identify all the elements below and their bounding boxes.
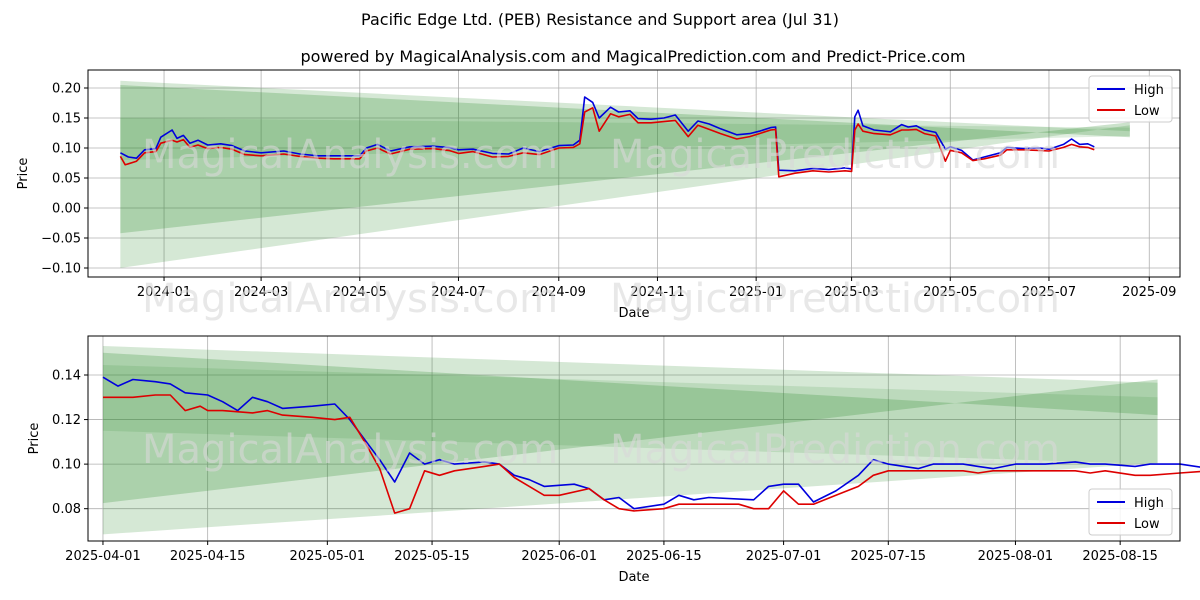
sr-band-1 bbox=[102, 346, 1158, 535]
x-tick-label: 2025-01 bbox=[729, 285, 783, 300]
series-line-low bbox=[103, 394, 1200, 514]
x-tick-label: 2024-09 bbox=[532, 285, 586, 300]
x-tick-label: 2025-07 bbox=[1022, 285, 1076, 300]
sr-band-2 bbox=[120, 85, 1130, 234]
x-tick-label: 2025-07-15 bbox=[851, 549, 927, 564]
x-tick-label: 2025-05-15 bbox=[394, 549, 470, 564]
x-tick-label: 2024-05 bbox=[333, 285, 387, 300]
x-tick-label: 2025-04-01 bbox=[65, 549, 141, 564]
y-tick-label: 0.12 bbox=[52, 413, 81, 428]
chart-title: Pacific Edge Ltd. (PEB) Resistance and S… bbox=[361, 10, 839, 29]
x-tick-label: 2025-04-15 bbox=[170, 549, 246, 564]
series-line-high bbox=[120, 96, 1095, 172]
sr-band-1 bbox=[120, 80, 1130, 268]
x-tick-label: 2025-09 bbox=[1122, 285, 1176, 300]
panel-2: 2025-04-01 2025-04-15 2025-05-01 2025-05-15… bbox=[27, 335, 1200, 585]
watermark-prediction-bottom: MagicalPrediction.com bbox=[610, 427, 1060, 473]
legend: High Low bbox=[1088, 75, 1173, 123]
series-line-low bbox=[119, 107, 1095, 178]
y-tick-label: 0.14 bbox=[52, 368, 81, 383]
y-tick-label: −0.05 bbox=[41, 232, 81, 247]
watermark-prediction-mid: MagicalPrediction.com bbox=[610, 276, 1060, 322]
x-tick-label: 2025-06-15 bbox=[626, 549, 702, 564]
plot-frame bbox=[87, 69, 1181, 278]
chart-subtitle: powered by MagicalAnalysis.com and Magic… bbox=[300, 47, 965, 66]
y-tick-label: −0.10 bbox=[41, 262, 81, 277]
y-tick-label: 0.10 bbox=[52, 142, 81, 157]
x-tick-label: 2025-08-15 bbox=[1082, 549, 1158, 564]
y-axis-label: Price bbox=[27, 423, 42, 455]
watermark-analysis-top: MagicalAnalysis.com bbox=[142, 132, 558, 178]
legend-label-high: High bbox=[1134, 83, 1164, 98]
x-axis-label: Date bbox=[618, 306, 649, 321]
x-tick-label: 2025-03 bbox=[824, 285, 878, 300]
plot-frame bbox=[87, 335, 1181, 542]
x-tick-label: 2025-08-01 bbox=[978, 549, 1054, 564]
x-tick-label: 2025-06-01 bbox=[521, 549, 597, 564]
sr-band-3 bbox=[102, 364, 1158, 465]
panel-1: 2024-01 2024-03 2024-05 2024-07 2024-09 2024-… bbox=[16, 69, 1181, 321]
watermark-analysis-mid: MagicalAnalysis.com bbox=[142, 276, 558, 322]
x-axis-label: Date bbox=[618, 570, 649, 585]
y-tick-label: 0.00 bbox=[52, 202, 81, 217]
x-tick-label: 2024-03 bbox=[234, 285, 288, 300]
legend-label-low: Low bbox=[1134, 104, 1160, 119]
legend-label-low: Low bbox=[1134, 517, 1160, 532]
y-tick-label: 0.20 bbox=[52, 82, 81, 97]
sr-band-2 bbox=[102, 352, 1158, 504]
x-tick-label: 2025-07-01 bbox=[746, 549, 822, 564]
y-tick-label: 0.15 bbox=[52, 112, 81, 127]
y-tick-label: 0.08 bbox=[52, 502, 81, 517]
x-tick-label: 2024-01 bbox=[137, 285, 191, 300]
y-axis-label: Price bbox=[16, 158, 31, 190]
x-tick-label: 2024-07 bbox=[431, 285, 485, 300]
x-tick-label: 2024-11 bbox=[630, 285, 684, 300]
legend: High Low bbox=[1088, 488, 1173, 536]
legend-label-high: High bbox=[1134, 496, 1164, 511]
y-tick-label: 0.10 bbox=[52, 458, 81, 473]
watermark-analysis-bottom: MagicalAnalysis.com bbox=[142, 427, 558, 473]
y-tick-label: 0.05 bbox=[52, 172, 81, 187]
x-tick-label: 2025-05 bbox=[923, 285, 977, 300]
x-tick-label: 2025-05-01 bbox=[290, 549, 366, 564]
watermark-prediction-top: MagicalPrediction.com bbox=[610, 132, 1060, 178]
